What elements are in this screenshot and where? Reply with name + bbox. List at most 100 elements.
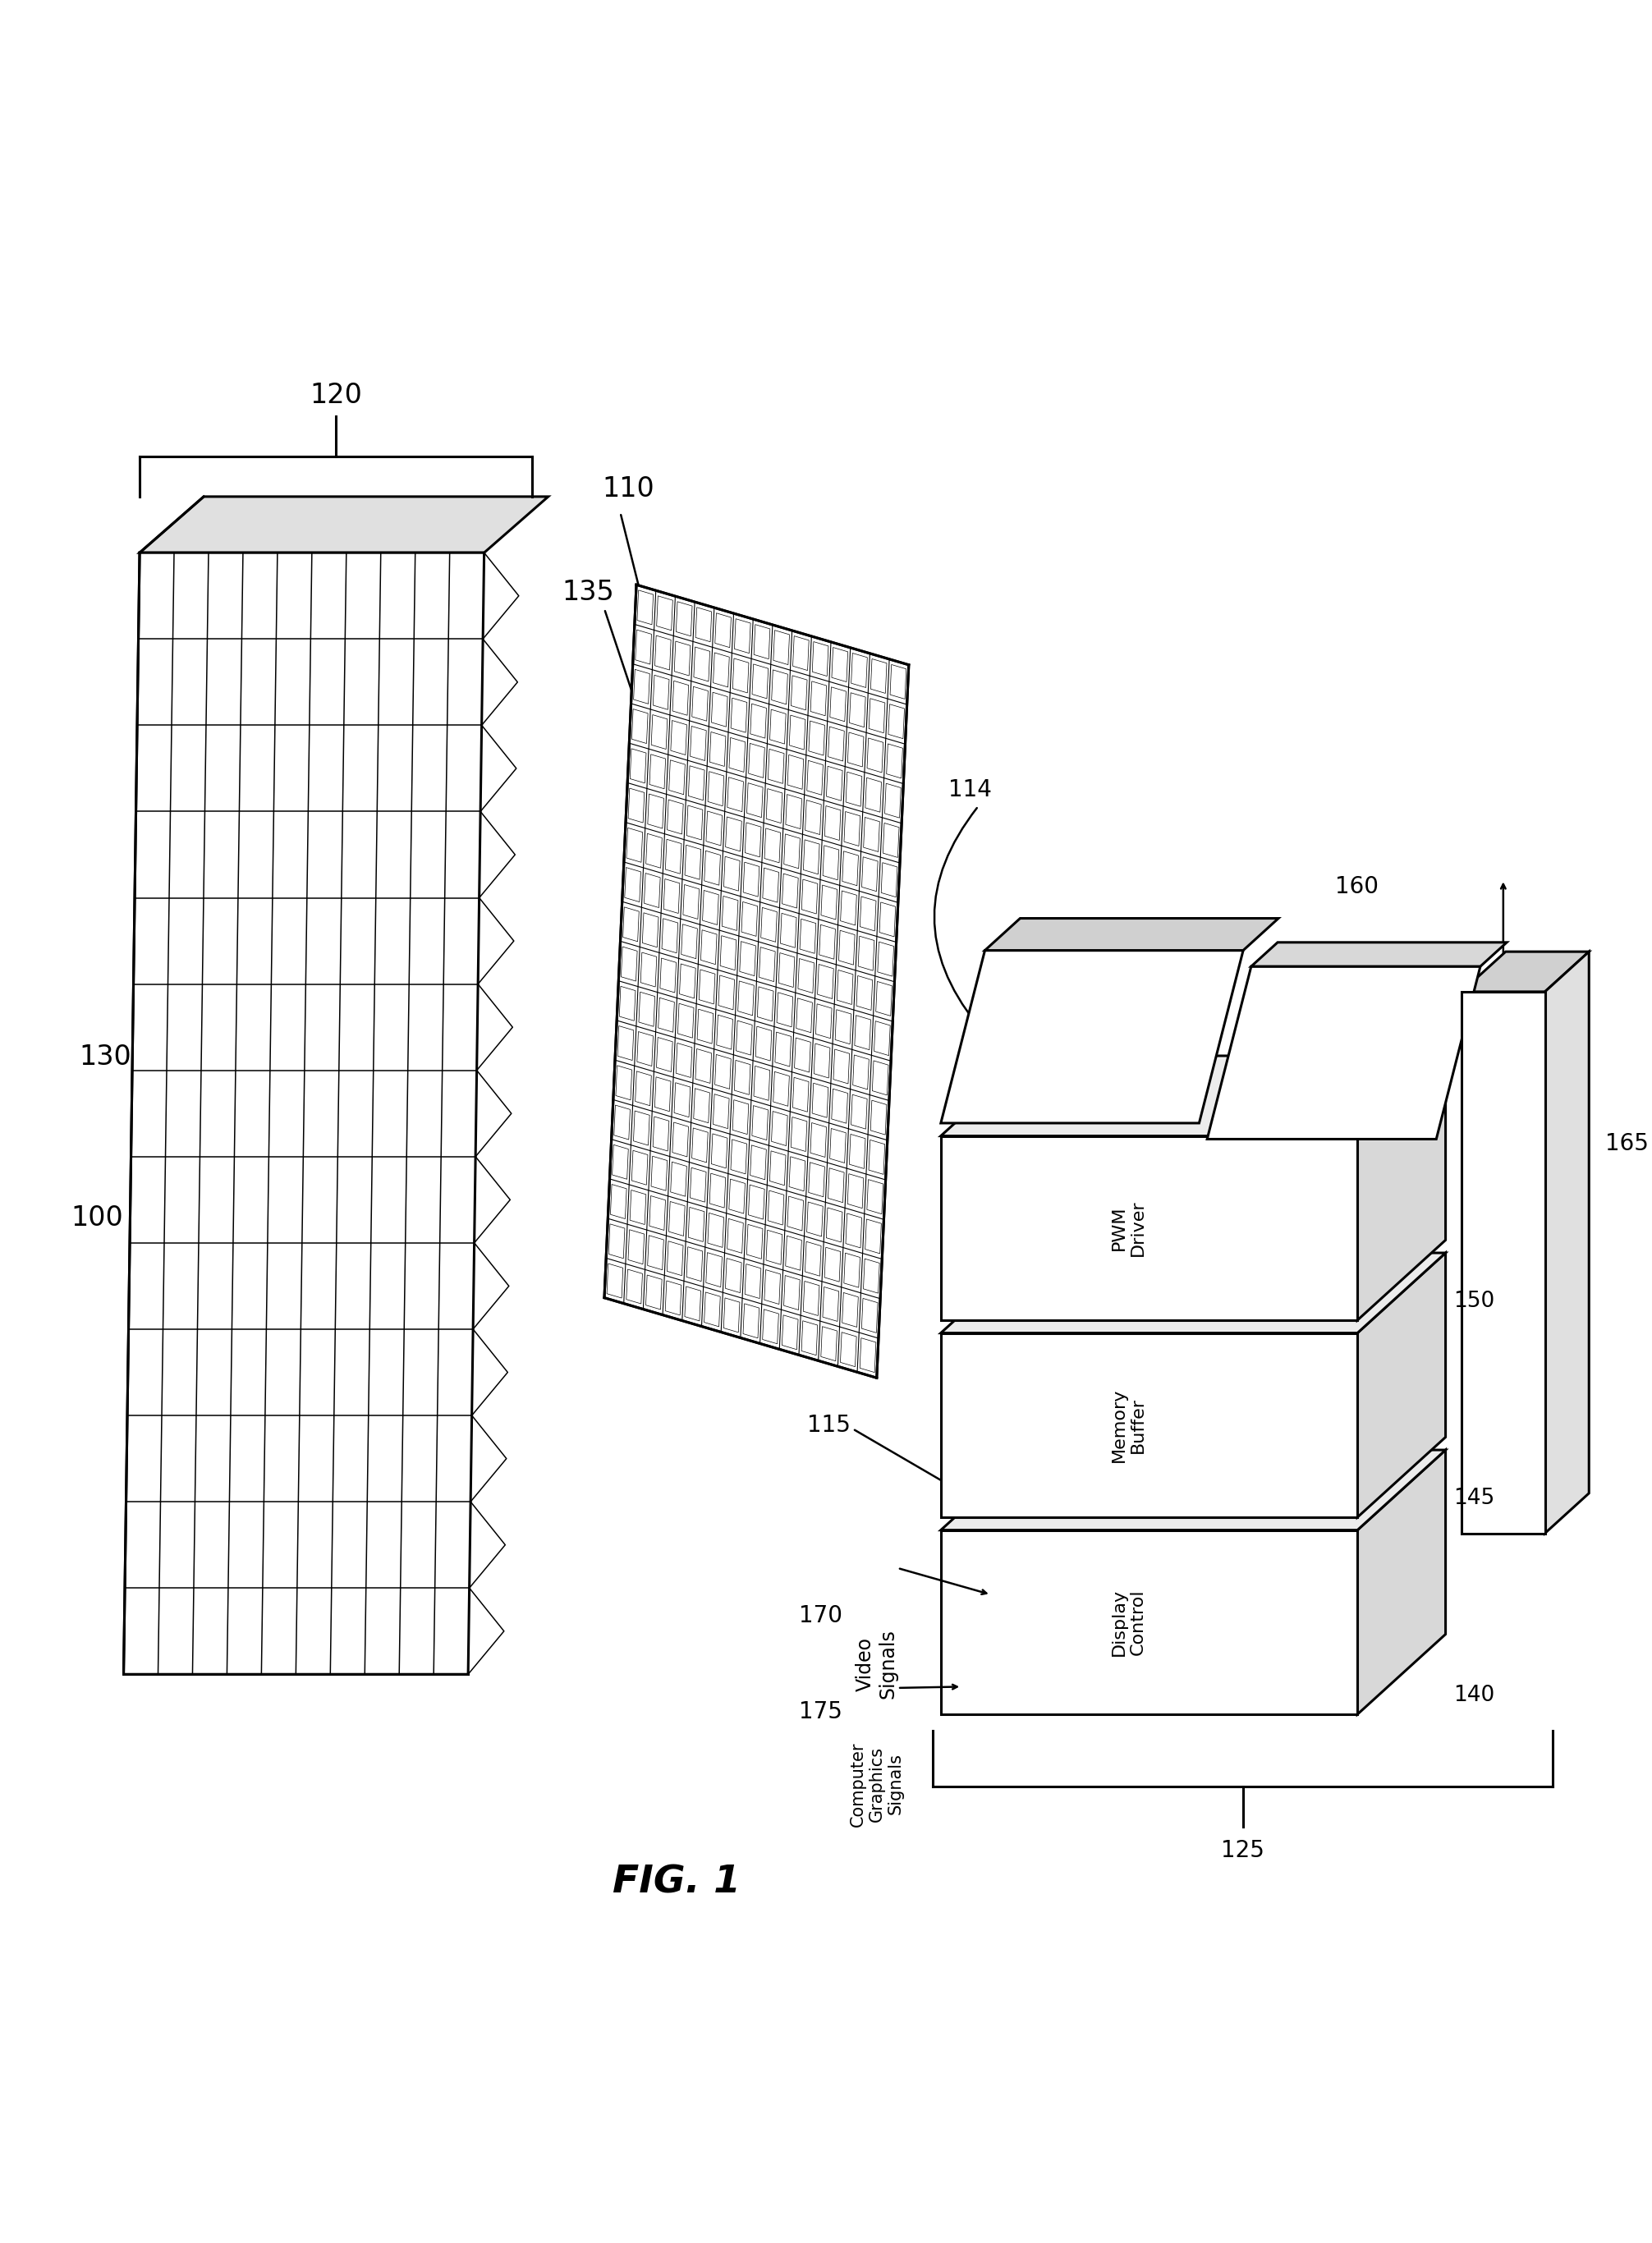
Polygon shape: [644, 873, 661, 908]
Polygon shape: [695, 1050, 712, 1083]
Polygon shape: [801, 879, 818, 913]
Polygon shape: [689, 1207, 704, 1243]
Polygon shape: [732, 1099, 748, 1135]
Polygon shape: [620, 987, 636, 1021]
Polygon shape: [631, 1151, 648, 1184]
Polygon shape: [654, 635, 671, 671]
Polygon shape: [611, 1184, 626, 1218]
Polygon shape: [879, 902, 895, 938]
Polygon shape: [725, 816, 742, 852]
Polygon shape: [715, 1054, 730, 1088]
Polygon shape: [648, 1236, 664, 1270]
Polygon shape: [641, 953, 657, 987]
Polygon shape: [856, 976, 872, 1009]
Polygon shape: [798, 958, 814, 994]
Polygon shape: [629, 749, 646, 783]
Polygon shape: [676, 601, 692, 637]
Polygon shape: [816, 1005, 833, 1039]
Polygon shape: [722, 895, 738, 931]
Polygon shape: [724, 857, 740, 890]
Polygon shape: [717, 1014, 733, 1050]
Polygon shape: [823, 1287, 839, 1321]
Polygon shape: [753, 1065, 770, 1101]
Polygon shape: [745, 823, 762, 857]
Text: 140: 140: [1454, 1684, 1495, 1707]
Polygon shape: [747, 1225, 763, 1258]
Polygon shape: [643, 913, 659, 947]
Polygon shape: [704, 1292, 720, 1326]
Polygon shape: [729, 1180, 745, 1213]
Polygon shape: [692, 686, 709, 720]
Polygon shape: [700, 931, 717, 964]
Polygon shape: [631, 709, 648, 742]
Polygon shape: [672, 682, 689, 716]
Polygon shape: [689, 765, 704, 801]
Text: 175: 175: [800, 1700, 843, 1723]
Text: 120: 120: [309, 381, 362, 408]
Polygon shape: [866, 778, 882, 812]
Polygon shape: [755, 1027, 771, 1061]
Polygon shape: [729, 738, 745, 772]
Polygon shape: [1462, 951, 1589, 991]
Polygon shape: [813, 1083, 828, 1117]
Polygon shape: [776, 991, 793, 1027]
Polygon shape: [740, 942, 755, 976]
Polygon shape: [844, 1254, 861, 1287]
Polygon shape: [763, 1310, 778, 1344]
Polygon shape: [942, 1530, 1358, 1714]
Polygon shape: [748, 742, 765, 778]
Polygon shape: [752, 664, 768, 698]
Polygon shape: [985, 917, 1279, 951]
Polygon shape: [628, 1229, 644, 1265]
Polygon shape: [846, 1213, 862, 1247]
Polygon shape: [819, 924, 836, 960]
Polygon shape: [616, 1065, 633, 1099]
Polygon shape: [767, 1229, 783, 1265]
Polygon shape: [727, 778, 743, 812]
Polygon shape: [811, 1124, 826, 1157]
Polygon shape: [621, 947, 638, 980]
Polygon shape: [849, 693, 866, 727]
Polygon shape: [638, 1032, 653, 1065]
Polygon shape: [781, 873, 798, 908]
Polygon shape: [942, 1449, 1446, 1530]
Polygon shape: [841, 890, 857, 926]
Polygon shape: [864, 816, 879, 852]
Polygon shape: [686, 846, 700, 879]
Polygon shape: [831, 1088, 847, 1124]
Polygon shape: [748, 1184, 765, 1220]
Polygon shape: [730, 1139, 747, 1173]
Text: PWM
Driver: PWM Driver: [1110, 1200, 1146, 1256]
Polygon shape: [669, 760, 686, 794]
Polygon shape: [724, 1299, 740, 1332]
Polygon shape: [864, 1258, 879, 1294]
Polygon shape: [869, 698, 885, 733]
Polygon shape: [796, 998, 813, 1032]
Polygon shape: [725, 1258, 742, 1292]
Text: 145: 145: [1454, 1487, 1495, 1510]
Polygon shape: [691, 1169, 705, 1202]
Polygon shape: [634, 668, 649, 704]
Text: 125: 125: [1221, 1839, 1264, 1862]
Polygon shape: [770, 709, 786, 745]
Polygon shape: [767, 790, 783, 823]
Polygon shape: [852, 1054, 869, 1090]
Polygon shape: [757, 987, 773, 1021]
Polygon shape: [771, 671, 788, 704]
Text: 115: 115: [806, 1413, 851, 1436]
Polygon shape: [885, 783, 900, 819]
Polygon shape: [809, 720, 824, 756]
Polygon shape: [623, 906, 639, 942]
Polygon shape: [771, 1110, 788, 1146]
Polygon shape: [861, 897, 876, 931]
Text: 110: 110: [603, 476, 654, 502]
Polygon shape: [638, 590, 653, 624]
Polygon shape: [781, 1314, 798, 1350]
Polygon shape: [890, 664, 907, 700]
Text: 170: 170: [800, 1604, 843, 1628]
Polygon shape: [662, 920, 677, 953]
Polygon shape: [730, 698, 747, 733]
Polygon shape: [768, 1191, 785, 1225]
Polygon shape: [653, 675, 669, 709]
Polygon shape: [871, 659, 887, 693]
